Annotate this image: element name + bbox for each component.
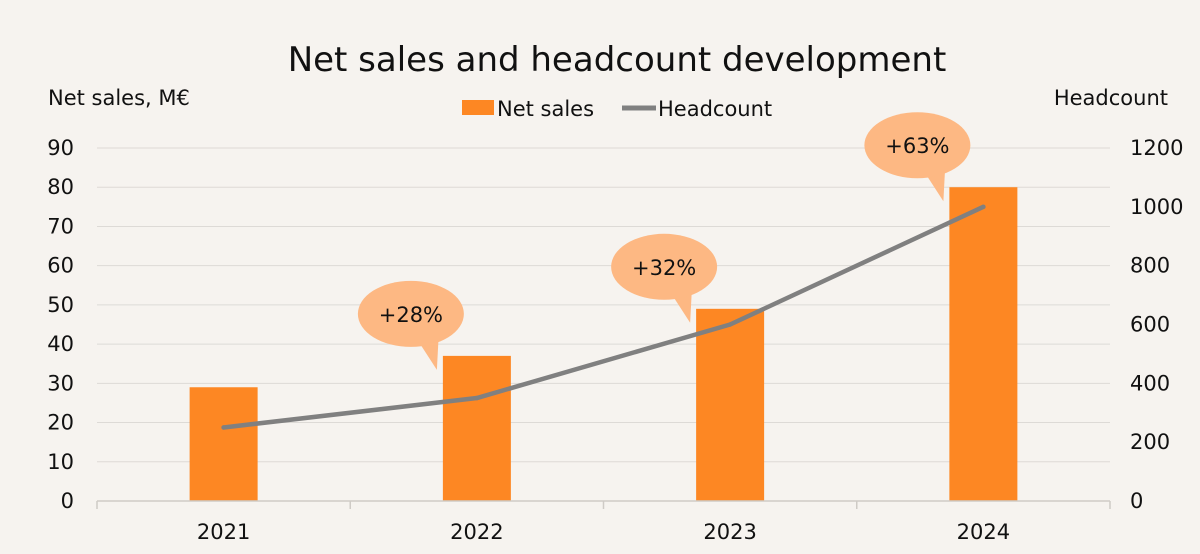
annotation-bubble-2022: +28% [357,280,464,370]
y-left-tick-label: 90 [47,136,74,160]
y-axis-left-label: Net sales, M€ [48,86,190,110]
legend-label-net-sales: Net sales [497,97,594,121]
y-right-tick-label: 0 [1130,489,1143,513]
y-left-tick-label: 40 [47,332,74,356]
bar-net-sales-2022 [442,355,511,501]
point-headcount-2021 [221,425,226,430]
plot-area: 0 10 20 30 40 50 60 70 80 90 0 200 400 600 800 1000 1200… [47,112,1183,544]
legend: Net sales Headcount [462,97,772,121]
point-headcount-2024 [981,204,986,210]
x-tick-label: 2024 [957,520,1010,544]
point-headcount-2023 [727,322,733,327]
y-left-tick-label: 10 [47,450,74,474]
y-right-tick-label: 200 [1130,430,1170,454]
annotation-bubble-shape [864,112,971,179]
annotation-bubble-2023: +32% [611,233,718,323]
legend-swatch-net-sales [462,100,494,115]
legend-label-headcount: Headcount [658,97,772,121]
x-tick-label: 2023 [703,520,756,544]
y-left-tick-label: 60 [47,254,74,278]
x-tick-label: 2022 [450,520,503,544]
y-right-tick-label: 400 [1130,371,1170,395]
annotation-bubble-shape [611,233,718,300]
y-right-tick-label: 800 [1130,254,1170,278]
annotation-label: +32% [632,256,696,280]
y-left-tick-label: 0 [61,489,74,513]
y-right-tick-label: 1200 [1130,136,1183,160]
y-right-tick-label: 600 [1130,313,1170,337]
y-left-tick-label: 70 [47,214,74,238]
annotation-label: +63% [885,134,949,158]
y-left-tick-label: 50 [47,293,74,317]
y-right-tick-label: 1000 [1130,195,1183,219]
point-headcount-2022 [474,395,480,401]
bar-net-sales-2023 [696,308,765,501]
bar-net-sales-2021 [189,387,258,501]
annotation-bubble-shape [357,280,464,347]
line-headcount [221,204,986,430]
y-left-tick-label: 80 [47,175,74,199]
x-tick-label: 2021 [197,520,250,544]
y-left-tick-label: 30 [47,371,74,395]
y-axis-right-label: Headcount [1054,86,1168,110]
y-left-tick-label: 20 [47,411,74,435]
chart-title: Net sales and headcount development [288,40,947,80]
annotation-bubble-2024: +63% [864,112,971,202]
annotation-label: +28% [379,303,443,327]
bar-net-sales-2024 [949,187,1018,501]
